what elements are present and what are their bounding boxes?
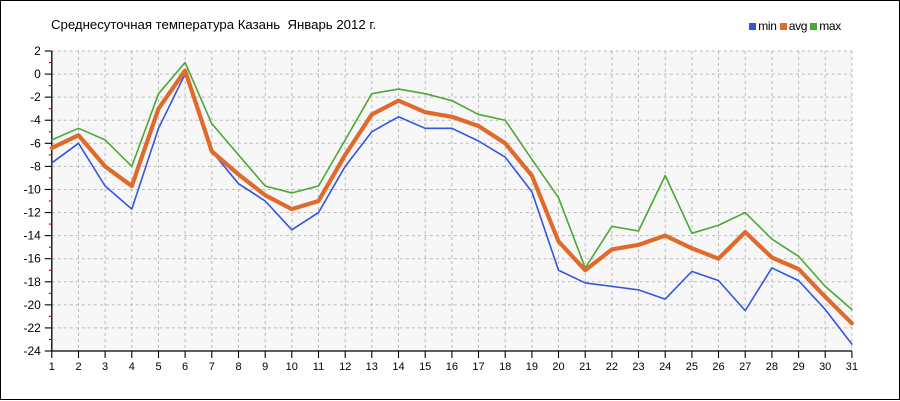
svg-text:0: 0 — [34, 67, 41, 81]
svg-text:9: 9 — [262, 361, 268, 373]
svg-text:23: 23 — [632, 361, 644, 373]
svg-text:-16: -16 — [23, 252, 41, 266]
svg-text:24: 24 — [659, 361, 671, 373]
svg-text:-22: -22 — [23, 321, 41, 335]
svg-text:-10: -10 — [23, 183, 41, 197]
svg-text:26: 26 — [712, 361, 724, 373]
svg-text:-20: -20 — [23, 298, 41, 312]
svg-text:15: 15 — [419, 361, 431, 373]
svg-text:-12: -12 — [23, 206, 41, 220]
svg-text:20: 20 — [552, 361, 564, 373]
svg-text:5: 5 — [155, 361, 161, 373]
svg-text:14: 14 — [392, 361, 404, 373]
svg-text:2: 2 — [75, 361, 81, 373]
svg-text:-6: -6 — [30, 136, 41, 150]
svg-text:10: 10 — [286, 361, 298, 373]
svg-text:31: 31 — [846, 361, 858, 373]
svg-text:8: 8 — [235, 361, 241, 373]
svg-text:22: 22 — [606, 361, 618, 373]
svg-text:12: 12 — [339, 361, 351, 373]
svg-text:-2: -2 — [30, 90, 41, 104]
svg-text:19: 19 — [526, 361, 538, 373]
svg-text:7: 7 — [209, 361, 215, 373]
svg-text:-8: -8 — [30, 159, 41, 173]
svg-text:-24: -24 — [23, 344, 41, 358]
svg-text:21: 21 — [579, 361, 591, 373]
svg-text:17: 17 — [472, 361, 484, 373]
svg-text:2: 2 — [34, 44, 41, 58]
svg-text:1: 1 — [49, 361, 55, 373]
svg-text:13: 13 — [366, 361, 378, 373]
svg-text:27: 27 — [739, 361, 751, 373]
svg-text:25: 25 — [686, 361, 698, 373]
svg-text:3: 3 — [102, 361, 108, 373]
svg-text:28: 28 — [766, 361, 778, 373]
svg-text:16: 16 — [446, 361, 458, 373]
svg-text:4: 4 — [129, 361, 135, 373]
svg-text:-18: -18 — [23, 275, 41, 289]
svg-text:29: 29 — [792, 361, 804, 373]
svg-text:6: 6 — [182, 361, 188, 373]
svg-text:11: 11 — [313, 361, 324, 373]
svg-text:30: 30 — [819, 361, 831, 373]
svg-text:18: 18 — [499, 361, 511, 373]
svg-text:-4: -4 — [30, 113, 41, 127]
svg-text:-14: -14 — [23, 229, 41, 243]
